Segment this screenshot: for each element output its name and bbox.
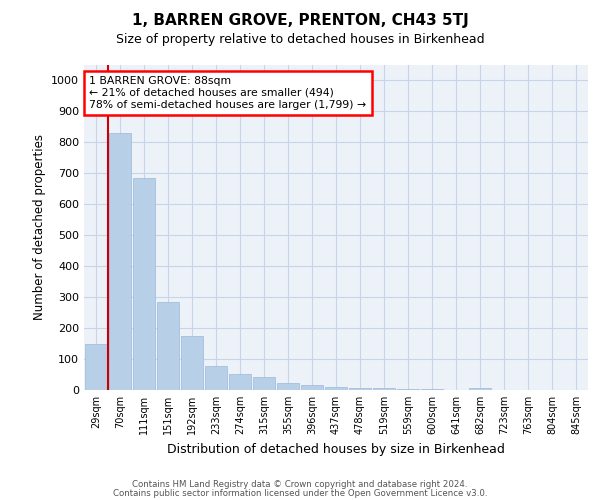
Bar (373, 388, 395, 390)
Bar (277, 383, 299, 390)
Text: Contains public sector information licensed under the Open Government Licence v3: Contains public sector information licen… (113, 489, 487, 498)
Bar (109, 133, 131, 390)
Bar (349, 388, 371, 390)
Bar (205, 366, 227, 390)
X-axis label: Distribution of detached houses by size in Birkenhead: Distribution of detached houses by size … (167, 442, 505, 456)
Bar (301, 386, 323, 390)
Text: 1, BARREN GROVE, PRENTON, CH43 5TJ: 1, BARREN GROVE, PRENTON, CH43 5TJ (131, 12, 469, 28)
Bar (133, 178, 155, 390)
Bar (397, 389, 419, 390)
Bar (253, 377, 275, 390)
Y-axis label: Number of detached properties: Number of detached properties (32, 134, 46, 320)
Bar (325, 387, 347, 390)
Bar (85, 344, 107, 390)
Bar (181, 336, 203, 390)
Bar (469, 388, 491, 390)
Text: Contains HM Land Registry data © Crown copyright and database right 2024.: Contains HM Land Registry data © Crown c… (132, 480, 468, 489)
Text: 1 BARREN GROVE: 88sqm
← 21% of detached houses are smaller (494)
78% of semi-det: 1 BARREN GROVE: 88sqm ← 21% of detached … (89, 76, 366, 110)
Text: Size of property relative to detached houses in Birkenhead: Size of property relative to detached ho… (116, 32, 484, 46)
Bar (157, 302, 179, 390)
Bar (229, 374, 251, 390)
Bar (421, 389, 443, 390)
